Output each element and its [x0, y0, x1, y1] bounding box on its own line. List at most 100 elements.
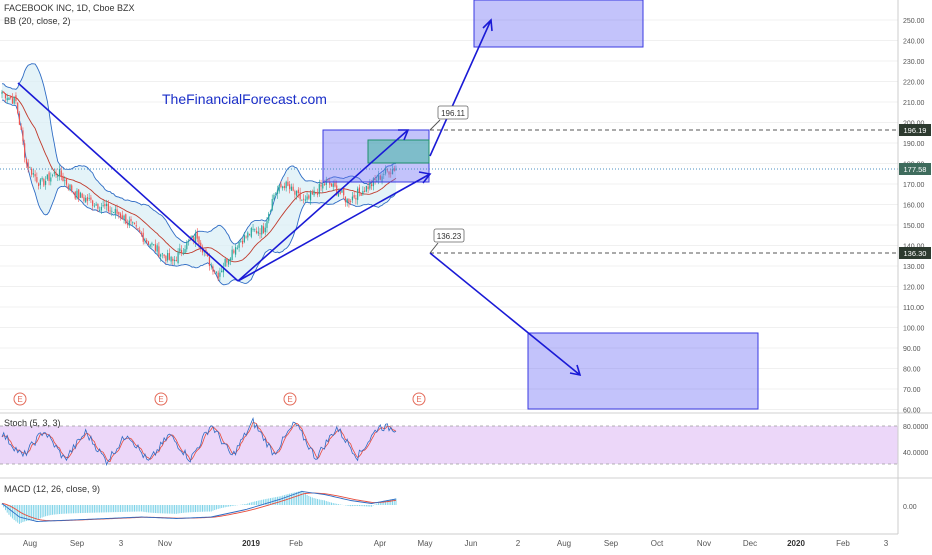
candle-body — [228, 259, 230, 265]
candle-body — [289, 184, 291, 190]
earnings-marker[interactable]: E — [283, 392, 297, 406]
candle-body — [299, 192, 301, 200]
candle-body — [357, 188, 359, 200]
time-tick: 2 — [516, 539, 521, 548]
macd-tick-zero: 0.00 — [903, 504, 917, 511]
stoch-tick-80: 80.0000 — [903, 424, 928, 431]
candle-body — [24, 143, 26, 158]
candle-body — [62, 175, 64, 182]
candle-body — [241, 240, 244, 244]
candle-body — [179, 248, 181, 252]
macd-label[interactable]: MACD (12, 26, close, 9) — [4, 484, 101, 494]
candle-body — [198, 236, 200, 245]
candle-body — [322, 183, 324, 189]
earnings-marker[interactable]: E — [154, 392, 168, 406]
candle-body — [269, 210, 272, 213]
current-range-box[interactable] — [322, 129, 430, 183]
upper-target-box[interactable] — [473, 0, 644, 48]
level-tag-current[interactable]: 177.58 — [899, 163, 931, 175]
candle-body — [36, 177, 38, 183]
candle-body — [257, 231, 259, 234]
price-tick: 90.00 — [903, 346, 921, 353]
price-tick: 120.00 — [903, 285, 925, 292]
price-tick: 60.00 — [903, 408, 921, 415]
level-tag-196-bg — [899, 124, 931, 136]
level-tag-136[interactable]: 136.30 — [899, 247, 931, 259]
candle-body — [158, 246, 160, 257]
candle-body — [309, 192, 312, 201]
candle-body — [210, 264, 212, 266]
candle-body — [264, 227, 266, 233]
downtrend-line[interactable] — [17, 82, 239, 282]
candle-body — [177, 251, 179, 264]
candle-body — [262, 226, 265, 234]
candle-body — [316, 193, 319, 195]
lower-channel-line[interactable] — [237, 173, 431, 282]
candle-body — [243, 234, 245, 243]
candle-body — [55, 172, 57, 176]
level-tag-196[interactable]: 196.19 — [899, 124, 931, 136]
bull-target-arrow[interactable] — [429, 19, 492, 157]
callout-136[interactable]: 136.23 — [429, 228, 465, 254]
candle-body — [163, 254, 165, 257]
price-tick: 190.00 — [903, 141, 925, 148]
candle-body — [268, 213, 270, 221]
candle-body — [118, 211, 120, 215]
candle-body — [212, 266, 214, 272]
candle-body — [196, 231, 198, 239]
price-tick: 240.00 — [903, 39, 925, 46]
candle-body — [339, 191, 341, 194]
candle-body — [187, 240, 190, 242]
candle-body — [170, 256, 172, 262]
candle-body — [248, 234, 251, 236]
candle-body — [313, 190, 315, 196]
candle-body — [90, 197, 92, 200]
stoch-label[interactable]: Stoch (5, 3, 3) — [4, 418, 61, 428]
candle-body — [369, 182, 371, 189]
candle-body — [184, 249, 186, 254]
candle-body — [149, 244, 151, 247]
lower-target-box[interactable] — [527, 332, 759, 410]
earnings-marker-label: E — [17, 395, 22, 404]
candle-body — [172, 258, 174, 262]
candle-body — [308, 195, 310, 199]
candle-body — [79, 192, 82, 198]
earnings-marker[interactable]: E — [412, 392, 426, 406]
candle-body — [200, 242, 202, 248]
price-tick: 80.00 — [903, 367, 921, 374]
green-zone-box[interactable] — [367, 139, 430, 164]
candle-body — [29, 166, 31, 168]
candle-body — [74, 191, 76, 199]
callout-196[interactable]: 196.11 — [429, 105, 469, 131]
candle-body — [364, 190, 366, 192]
stochastic-pane — [0, 412, 932, 466]
candle-body — [132, 221, 134, 223]
candle-body — [22, 130, 24, 142]
candle-body — [3, 91, 5, 93]
candle-body — [11, 98, 14, 104]
candle-body — [20, 125, 22, 130]
candle-body — [332, 183, 334, 187]
uptrend-line[interactable] — [237, 129, 409, 282]
candle-body — [71, 185, 73, 192]
candle-body — [278, 184, 280, 192]
level-tag-136-label: 136.30 — [904, 249, 927, 258]
time-tick: Sep — [604, 539, 619, 548]
candle-body — [219, 272, 221, 277]
price-tick: 210.00 — [903, 100, 925, 107]
candle-body — [67, 185, 69, 189]
candle-body — [379, 175, 381, 180]
candle-body — [282, 186, 284, 189]
candle-body — [57, 175, 59, 177]
candle-body — [76, 190, 78, 199]
bear-target-arrow[interactable] — [429, 252, 581, 376]
candle-body — [27, 162, 29, 169]
candle-body — [255, 230, 258, 233]
time-axis: Aug Sep 3 Nov 2019 Feb Apr May Jun 2 Aug… — [0, 533, 898, 548]
candle-body — [301, 199, 303, 201]
earnings-marker-label: E — [416, 395, 421, 404]
candle-body — [104, 204, 106, 207]
earnings-marker[interactable]: E — [13, 392, 27, 406]
bb-indicator-label[interactable]: BB (20, close, 2) — [4, 16, 71, 26]
